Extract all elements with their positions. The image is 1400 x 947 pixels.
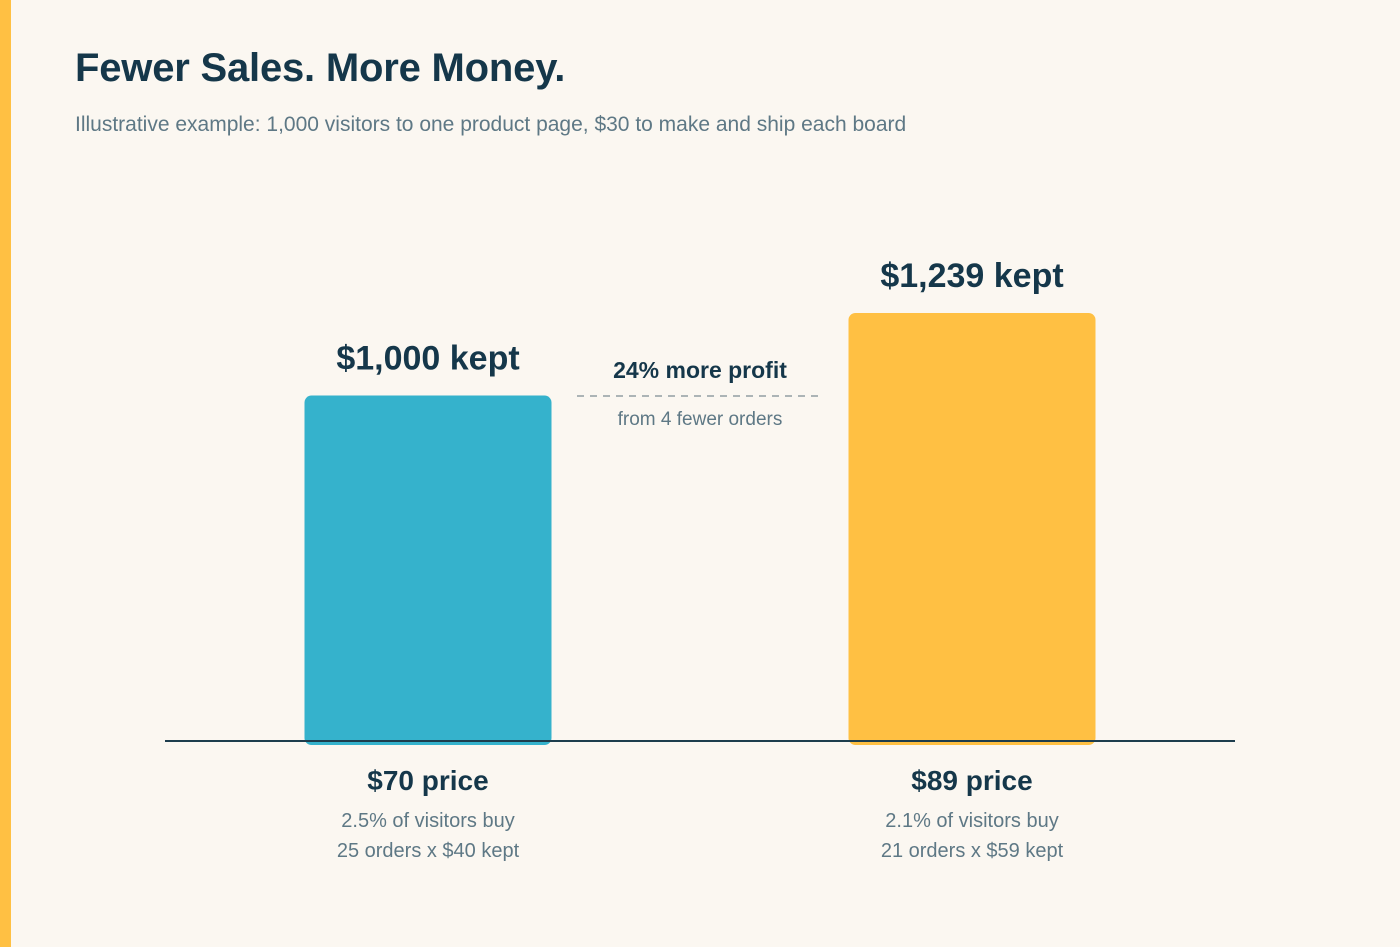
bar-1 [304, 395, 552, 745]
annotation-subtitle: from 4 fewer orders [618, 409, 783, 430]
category-label-2: $89 price [911, 765, 1032, 796]
detail-label-1-1: 2.5% of visitors buy [341, 810, 514, 832]
detail-label-2-1: 2.1% of visitors buy [885, 810, 1058, 832]
detail-label-2-2: 21 orders x $59 kept [881, 840, 1064, 862]
detail-label-1-2: 25 orders x $40 kept [337, 840, 520, 862]
value-label-1: $1,000 kept [336, 340, 519, 378]
annotation-title: 24% more profit [613, 357, 787, 383]
bar-2 [848, 313, 1096, 745]
page-subtitle: Illustrative example: 1,000 visitors to … [75, 113, 907, 136]
value-label-2: $1,239 kept [880, 257, 1063, 295]
accent-bar [0, 0, 11, 947]
category-label-1: $70 price [367, 765, 488, 796]
page-title: Fewer Sales. More Money. [75, 46, 566, 90]
